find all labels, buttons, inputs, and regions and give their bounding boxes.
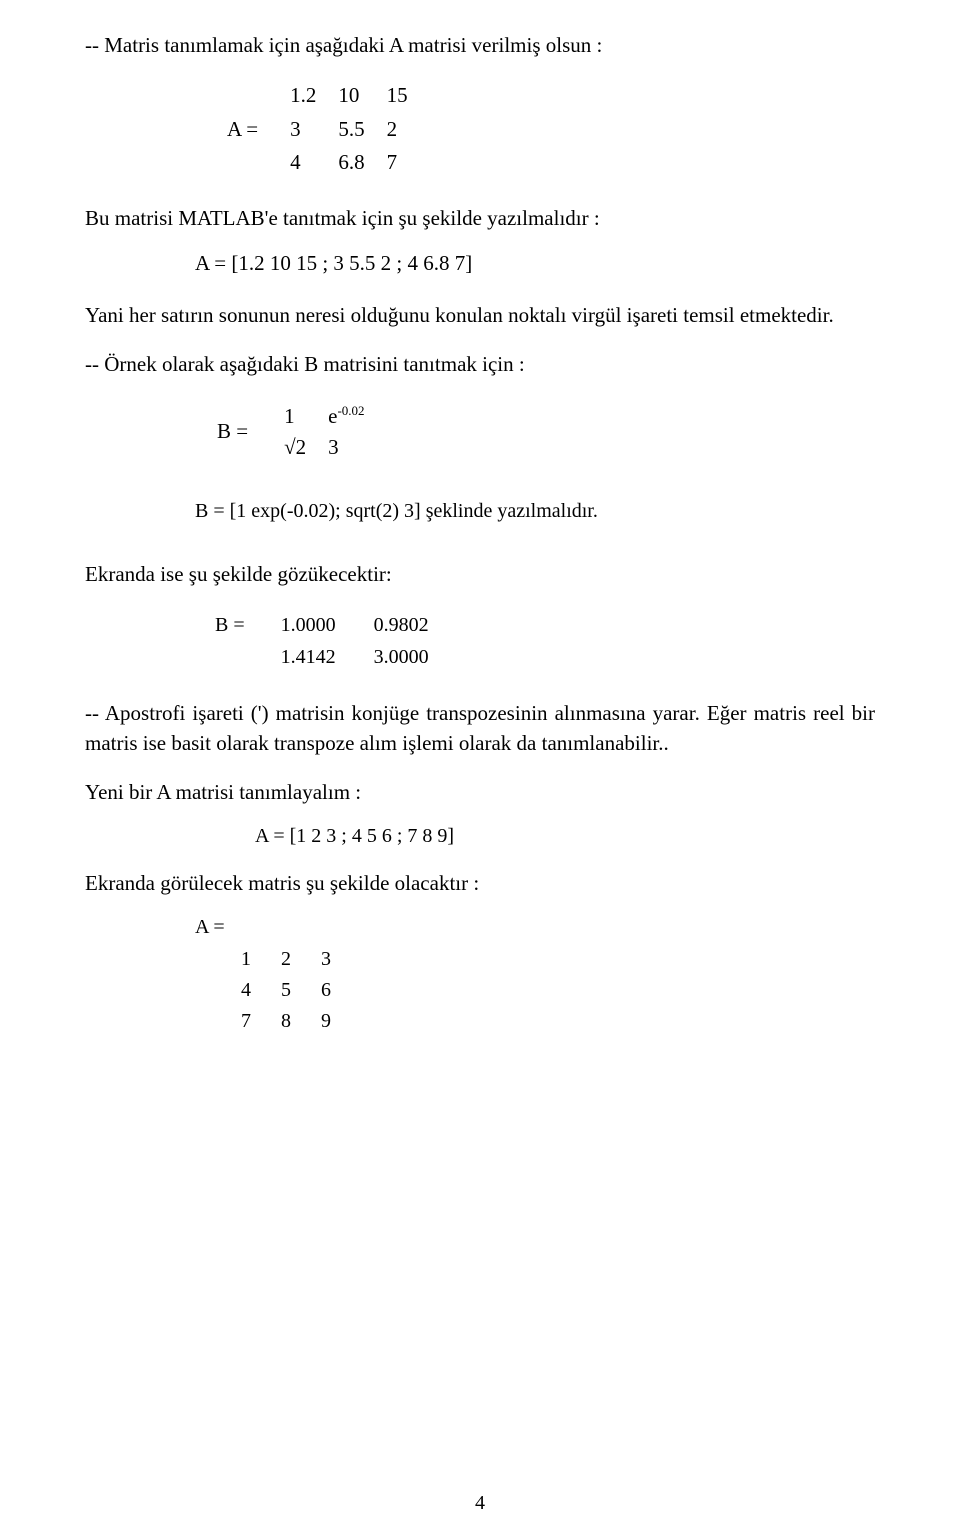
para-semicolon: Yani her satırın sonunun neresi olduğunu…: [85, 300, 875, 330]
matB-r1c0: √2: [274, 433, 316, 462]
output-a-block: 1 2 3 4 5 6 7 8 9: [225, 943, 875, 1038]
outB-r1c1: 3.0000: [356, 642, 447, 672]
output-b-block: B = 1.0000 0.9802 1.4142 3.0000: [195, 608, 875, 674]
matA-r1c0: 3: [280, 114, 326, 146]
matA-r2c1: 6.8: [328, 147, 374, 179]
para-intro: -- Matris tanımlamak için aşağıdaki A ma…: [85, 30, 875, 60]
matA-r0c1: 10: [328, 80, 374, 112]
outA-r1c1: 5: [267, 976, 305, 1005]
matA-r0c0: 1.2: [280, 80, 326, 112]
outA-r0c1: 2: [267, 945, 305, 974]
outA-r1c0: 4: [227, 976, 265, 1005]
page: -- Matris tanımlamak için aşağıdaki A ma…: [0, 0, 960, 1537]
outA-r2c0: 7: [227, 1007, 265, 1036]
outA-r2c1: 8: [267, 1007, 305, 1036]
matA-r2c0: 4: [280, 147, 326, 179]
outA-r0c0: 1: [227, 945, 265, 974]
matA-r1c1: 5.5: [328, 114, 374, 146]
matrix-b-label: B =: [207, 401, 272, 462]
matB-r0c0: 1: [274, 401, 316, 431]
para-matlab-write: Bu matrisi MATLAB'e tanıtmak için şu şek…: [85, 203, 875, 233]
outA-r0c2: 3: [307, 945, 345, 974]
equation-a-vector: A = [1.2 10 15 ; 3 5.5 2 ; 4 6.8 7]: [195, 251, 875, 276]
outB-r0c0: 1.0000: [263, 610, 354, 640]
page-number: 4: [0, 1492, 960, 1515]
output-b-label: B =: [197, 610, 261, 672]
output-a-label: A =: [195, 916, 875, 939]
para-apostrophe: -- Apostrofi işareti (') matrisin konjüg…: [85, 698, 875, 759]
para-screen-a: Ekranda görülecek matris şu şekilde olac…: [85, 868, 875, 898]
para-screen-b: Ekranda ise şu şekilde gözükecektir:: [85, 559, 875, 589]
outA-r2c2: 9: [307, 1007, 345, 1036]
matrix-a-block: A = 1.2 10 15 3 5.5 2 4 6.8 7: [215, 78, 875, 181]
outA-r1c2: 6: [307, 976, 345, 1005]
matB-r1c1: 3: [318, 433, 374, 462]
matA-r1c2: 2: [377, 114, 418, 146]
matrix-a-label: A =: [217, 80, 278, 179]
para-new-a: Yeni bir A matrisi tanımlayalım :: [85, 777, 875, 807]
outB-r0c1: 0.9802: [356, 610, 447, 640]
matA-r0c2: 15: [377, 80, 418, 112]
para-b-intro: -- Örnek olarak aşağıdaki B matrisini ta…: [85, 349, 875, 379]
matA-r2c2: 7: [377, 147, 418, 179]
matB-r0c1: e-0.02: [318, 401, 374, 431]
code-b-definition: B = [1 exp(-0.02); sqrt(2) 3] şeklinde y…: [195, 500, 875, 523]
code-a2-definition: A = [1 2 3 ; 4 5 6 ; 7 8 9]: [255, 825, 875, 848]
matrix-b-block: B = 1 e-0.02 √2 3: [205, 399, 875, 464]
outB-r1c0: 1.4142: [263, 642, 354, 672]
